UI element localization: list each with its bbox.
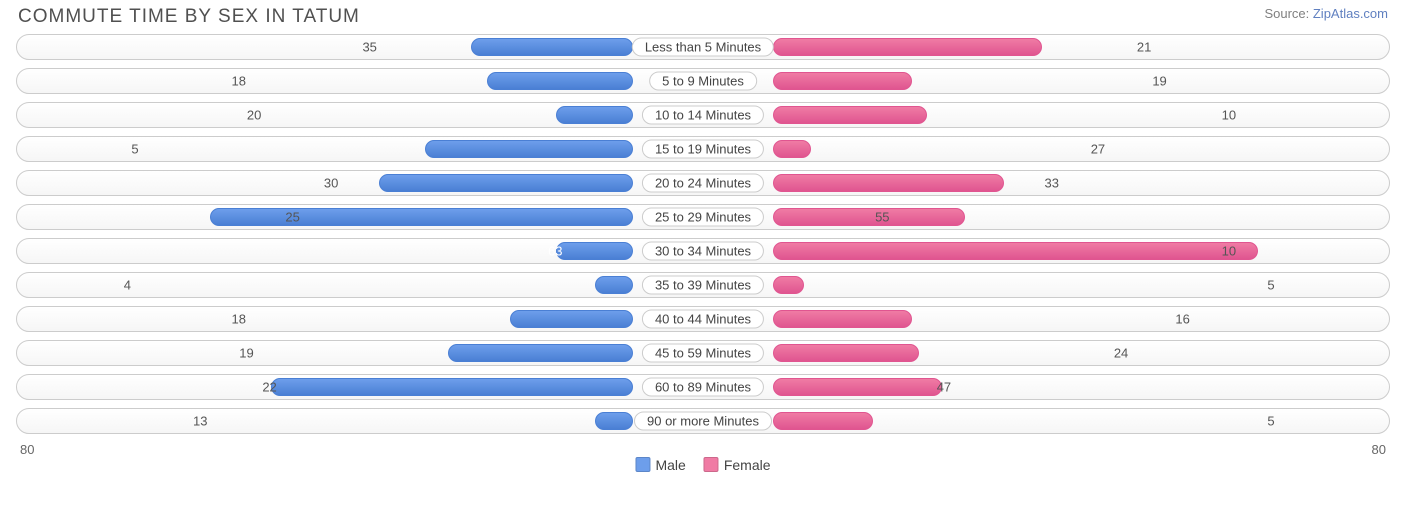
- female-bar: [773, 106, 927, 124]
- chart-row: 30 to 34 Minutes 10 63: [16, 238, 1390, 264]
- female-bar: [773, 242, 1258, 260]
- female-bar: [773, 140, 812, 158]
- legend-male-label: Male: [655, 457, 685, 473]
- male-bar: [448, 344, 633, 362]
- female-value: 4: [124, 278, 131, 293]
- row-category-label: Less than 5 Minutes: [632, 38, 774, 57]
- row-category-label: 35 to 39 Minutes: [642, 276, 764, 295]
- female-value: 19: [239, 346, 253, 361]
- male-value: 47: [937, 380, 951, 395]
- male-value: 5: [1267, 414, 1274, 429]
- source-attribution: Source: ZipAtlas.com: [1264, 6, 1388, 21]
- male-value: 21: [1137, 40, 1151, 55]
- male-bar: [271, 378, 633, 396]
- male-value: 27: [1091, 142, 1105, 157]
- row-category-label: 20 to 24 Minutes: [642, 174, 764, 193]
- female-bar: [773, 174, 1004, 192]
- female-bar: [773, 38, 1043, 56]
- row-category-label: 15 to 19 Minutes: [642, 140, 764, 159]
- row-category-label: 25 to 29 Minutes: [642, 208, 764, 227]
- female-value: 35: [362, 40, 376, 55]
- female-bar: [773, 344, 919, 362]
- chart-row: 10 to 14 Minutes 10 20: [16, 102, 1390, 128]
- chart-row: 40 to 44 Minutes 16 18: [16, 306, 1390, 332]
- source-prefix: Source:: [1264, 6, 1312, 21]
- female-value: 30: [324, 176, 338, 191]
- male-bar: [210, 208, 634, 226]
- chart-row: 35 to 39 Minutes 5 4: [16, 272, 1390, 298]
- male-value: 24: [1114, 346, 1128, 361]
- male-bar: [425, 140, 633, 158]
- row-category-label: 30 to 34 Minutes: [642, 242, 764, 261]
- female-value: 22: [262, 380, 276, 395]
- chart-container: COMMUTE TIME BY SEX IN TATUM Source: Zip…: [0, 0, 1406, 522]
- male-bar: [379, 174, 633, 192]
- male-bar: [556, 242, 633, 260]
- row-category-label: 5 to 9 Minutes: [649, 72, 757, 91]
- male-bar: [471, 38, 633, 56]
- female-bar: [773, 310, 912, 328]
- row-category-label: 60 to 89 Minutes: [642, 378, 764, 397]
- male-value: 16: [1175, 312, 1189, 327]
- male-bar: [595, 412, 634, 430]
- male-value: 10: [1222, 108, 1236, 123]
- chart-title: COMMUTE TIME BY SEX IN TATUM: [18, 6, 360, 28]
- male-bar: [595, 276, 634, 294]
- female-bar: [773, 208, 966, 226]
- legend-female-label: Female: [724, 457, 771, 473]
- row-category-label: 45 to 59 Minutes: [642, 344, 764, 363]
- chart-header: COMMUTE TIME BY SEX IN TATUM Source: Zip…: [10, 6, 1396, 34]
- male-bar: [487, 72, 633, 90]
- chart-row: Less than 5 Minutes 21 35: [16, 34, 1390, 60]
- axis-left-max: 80: [20, 442, 34, 457]
- legend-female: Female: [704, 457, 771, 473]
- male-bar: [510, 310, 633, 328]
- female-value: 18: [232, 74, 246, 89]
- chart-row: 20 to 24 Minutes 33 30: [16, 170, 1390, 196]
- chart-row: 5 to 9 Minutes 19 18: [16, 68, 1390, 94]
- row-category-label: 40 to 44 Minutes: [642, 310, 764, 329]
- chart-footer: 80 80 Male Female: [10, 442, 1396, 466]
- male-value: 33: [1045, 176, 1059, 191]
- female-bar: [773, 72, 912, 90]
- female-value: 25: [285, 210, 299, 225]
- female-value: 13: [193, 414, 207, 429]
- male-value: 5: [1267, 278, 1274, 293]
- male-bar: [556, 106, 633, 124]
- x-axis: 80 80: [10, 442, 1396, 457]
- chart-row: 25 to 29 Minutes 55 25: [16, 204, 1390, 230]
- chart-row: 15 to 19 Minutes 27 5: [16, 136, 1390, 162]
- female-bar: [773, 276, 804, 294]
- chart-body: Less than 5 Minutes 21 35 5 to 9 Minutes 19 1…: [10, 34, 1396, 434]
- legend: Male Female: [635, 457, 770, 473]
- male-value: 19: [1152, 74, 1166, 89]
- female-value: 63: [548, 244, 562, 259]
- chart-row: 60 to 89 Minutes 47 22: [16, 374, 1390, 400]
- chart-row: 90 or more Minutes 5 13: [16, 408, 1390, 434]
- source-link[interactable]: ZipAtlas.com: [1313, 6, 1388, 21]
- male-value: 10: [1222, 244, 1236, 259]
- male-swatch: [635, 457, 650, 472]
- chart-row: 45 to 59 Minutes 24 19: [16, 340, 1390, 366]
- female-value: 20: [247, 108, 261, 123]
- female-value: 5: [131, 142, 138, 157]
- row-category-label: 10 to 14 Minutes: [642, 106, 764, 125]
- male-value: 55: [875, 210, 889, 225]
- axis-right-max: 80: [1372, 442, 1386, 457]
- female-swatch: [704, 457, 719, 472]
- legend-male: Male: [635, 457, 685, 473]
- female-value: 18: [232, 312, 246, 327]
- female-bar: [773, 378, 942, 396]
- female-bar: [773, 412, 873, 430]
- row-category-label: 90 or more Minutes: [634, 412, 772, 431]
